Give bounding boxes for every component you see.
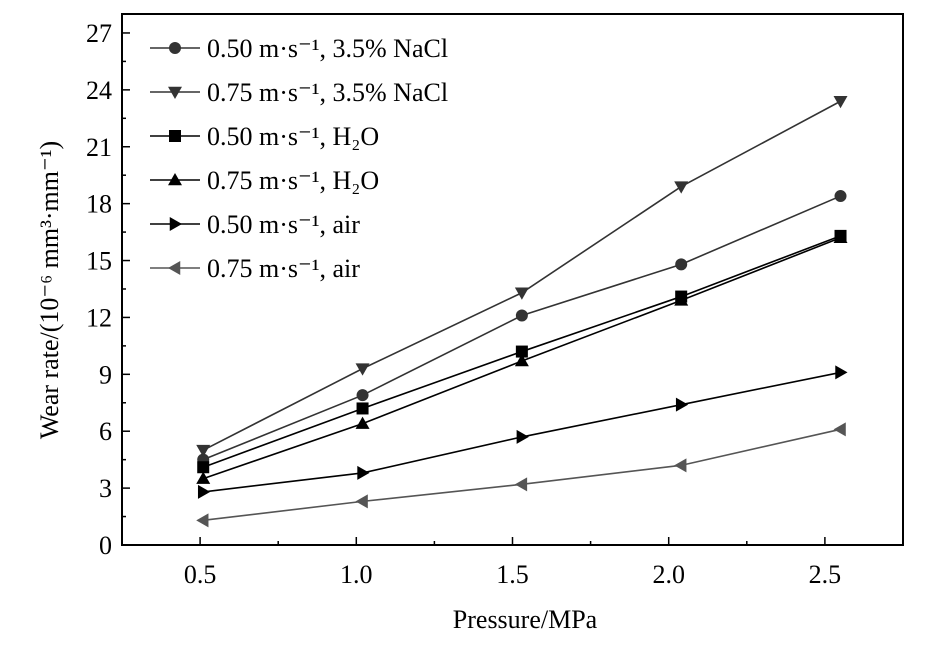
legend-label: 0.75 m·s⁻¹, air — [207, 254, 360, 283]
series-2-point — [514, 287, 529, 300]
legend-label: 0.50 m·s⁻¹, 3.5% NaCl — [207, 34, 448, 63]
x-tick-label: 2.5 — [809, 560, 842, 589]
x-tick-label: 0.5 — [184, 560, 217, 589]
series-line-6 — [203, 428, 841, 522]
x-tick-label: 1.5 — [496, 560, 529, 589]
legend-marker — [168, 261, 181, 275]
series-4-point — [514, 354, 529, 367]
legend-marker — [168, 173, 182, 186]
series-2-point — [833, 95, 848, 109]
x-tick-label: 1.0 — [340, 560, 373, 589]
series-4-point — [355, 416, 370, 429]
series-5-point — [516, 429, 529, 444]
series-3-point — [515, 345, 528, 358]
series-3-point — [197, 461, 210, 474]
series-5-point — [675, 397, 689, 412]
legend-label: 0.75 m·s⁻¹, H₂O — [207, 166, 379, 195]
series-6-point — [355, 494, 368, 509]
series-5-point — [197, 484, 211, 499]
series-5-point — [835, 365, 848, 380]
series-2-point — [196, 444, 211, 458]
y-tick-label: 3 — [99, 474, 112, 503]
x-axis-title: Pressure/MPa — [453, 605, 598, 634]
series-1-point — [675, 258, 688, 271]
y-tick-label: 0 — [99, 531, 112, 560]
y-tick-label: 18 — [86, 190, 112, 219]
series-4-point — [674, 293, 689, 306]
x-tick-label: 2.0 — [652, 560, 685, 589]
legend-label: 0.50 m·s⁻¹, air — [207, 210, 360, 239]
series-markers — [196, 95, 848, 528]
series-5-point — [357, 465, 370, 480]
y-tick-label: 9 — [99, 360, 112, 389]
series-6-point — [514, 477, 528, 492]
y-tick-label: 27 — [86, 19, 112, 48]
series-2-point — [674, 181, 689, 194]
series-6-point — [674, 458, 687, 473]
legend-marker — [169, 217, 182, 231]
series-4-point — [196, 471, 211, 484]
y-tick-label: 15 — [86, 247, 112, 276]
series-6-point — [833, 422, 846, 437]
series-6-point — [196, 513, 209, 528]
legend-label: 0.75 m·s⁻¹, 3.5% NaCl — [207, 78, 448, 107]
legend-marker — [169, 130, 181, 142]
series-1-point — [834, 190, 847, 203]
y-axis-title: Wear rate/(10⁻⁶ mm³·mm⁻¹) — [35, 141, 64, 439]
legend: 0.50 m·s⁻¹, 3.5% NaCl 0.75 m·s⁻¹, 3.5% Na… — [150, 34, 448, 283]
legend-marker — [168, 86, 182, 99]
series-3-point — [356, 402, 369, 415]
y-tick-label: 24 — [86, 76, 112, 105]
legend-marker — [169, 42, 181, 54]
y-tick-label: 6 — [99, 417, 112, 446]
series-1-point — [356, 389, 369, 402]
y-tick-label: 21 — [86, 133, 112, 162]
legend-label: 0.50 m·s⁻¹, H₂O — [207, 122, 379, 151]
y-tick-label: 12 — [86, 303, 112, 332]
series-1-point — [515, 309, 528, 322]
series-2-point — [355, 363, 370, 376]
series-4-point — [833, 230, 848, 244]
ticks: 0.5 1.0 1.5 2.0 2.5 0 3 6 9 12 15 18 21 24 27 — [86, 19, 841, 589]
